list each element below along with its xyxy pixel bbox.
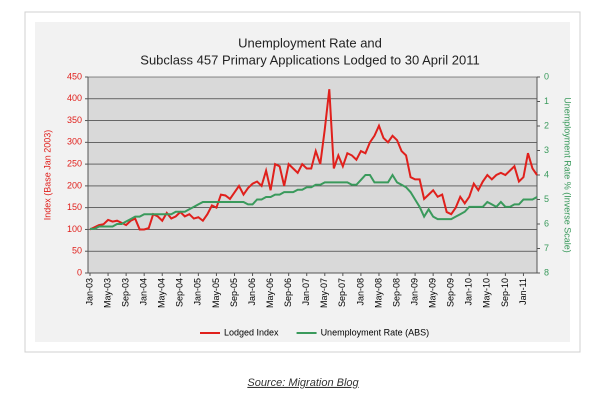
data-line [89, 89, 538, 231]
y2-tick-label: 4 [544, 169, 549, 179]
x-tick-label: May-06 [265, 278, 275, 308]
y-tick-label: 450 [67, 71, 82, 81]
x-tick-label: Jan-04 [139, 278, 149, 306]
x-tick-label: Sep-04 [175, 278, 185, 307]
y-tick-label: 300 [67, 137, 82, 147]
x-tick-label: Jan-05 [193, 278, 203, 306]
x-tick-label: Sep-07 [337, 278, 347, 307]
y-tick-label: 150 [67, 202, 82, 212]
x-tick-label: May-03 [102, 278, 112, 308]
x-tick-label: May-05 [211, 278, 221, 308]
x-tick-label: Jan-11 [518, 278, 528, 305]
x-tick-label: Sep-09 [446, 278, 456, 307]
legend-label: Unemployment Rate (ABS) [321, 327, 430, 337]
x-tick-label: Sep-10 [500, 278, 510, 307]
x-tick-label: May-07 [319, 278, 329, 308]
y-tick-label: 50 [72, 246, 82, 256]
y-axis-label: Index (Base Jan 2003) [42, 130, 52, 221]
x-tick-label: Sep-08 [391, 278, 401, 307]
x-tick-label: Jan-03 [84, 278, 94, 306]
y2-tick-label: 0 [544, 71, 549, 81]
y2-tick-label: 6 [544, 218, 549, 228]
source: Source: Migration Blog [247, 377, 359, 389]
chart-title: Unemployment Rate and [238, 35, 382, 50]
y-tick-label: 0 [77, 267, 82, 277]
y2-tick-label: 1 [544, 96, 549, 106]
y2-tick-label: 7 [544, 243, 549, 253]
x-tick-label: Jan-06 [247, 278, 257, 306]
legend-label: Lodged Index [224, 327, 279, 337]
y-tick-label: 350 [67, 115, 82, 125]
y-tick-label: 100 [67, 224, 82, 234]
y2-axis-label: Unemployment Rate % (Inverse Scale) [563, 97, 573, 253]
x-tick-label: Jan-09 [409, 278, 419, 306]
x-tick-label: Sep-03 [120, 278, 130, 307]
y2-tick-label: 2 [544, 120, 549, 130]
x-tick-label: May-08 [373, 278, 383, 308]
x-tick-label: Sep-05 [229, 278, 239, 307]
y-tick-label: 250 [67, 158, 82, 168]
x-tick-label: May-09 [428, 278, 438, 308]
chart-title: Subclass 457 Primary Applications Lodged… [140, 52, 479, 67]
data-line [90, 173, 538, 230]
x-tick-label: May-04 [157, 278, 167, 308]
x-tick-label: Jan-07 [301, 278, 311, 306]
x-tick-label: Jan-10 [464, 278, 474, 306]
x-tick-label: Sep-06 [283, 278, 293, 307]
x-tick-label: May-10 [482, 278, 492, 308]
y2-tick-label: 8 [544, 267, 549, 277]
plot-area [88, 77, 537, 273]
y2-tick-label: 5 [544, 194, 549, 204]
y-tick-label: 200 [67, 180, 82, 190]
y-tick-label: 400 [67, 93, 82, 103]
x-tick-label: Jan-08 [355, 278, 365, 306]
y2-tick-label: 3 [544, 145, 549, 155]
